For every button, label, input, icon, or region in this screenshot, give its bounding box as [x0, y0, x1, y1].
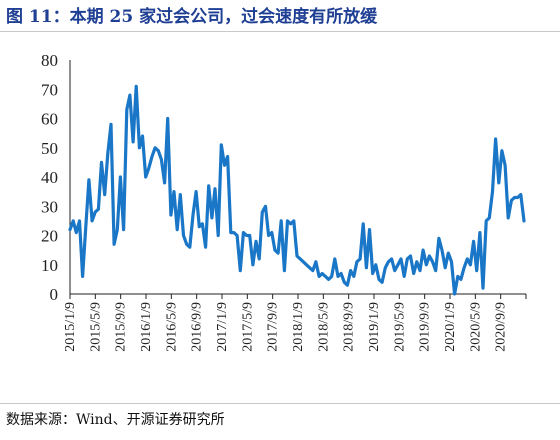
x-tick-label: 2015/9/9 — [114, 302, 129, 352]
x-tick-label: 2019/1/9 — [367, 302, 382, 352]
series-layer — [68, 84, 526, 296]
y-tick-label: 30 — [41, 197, 58, 216]
source-divider — [0, 403, 560, 404]
y-tick-label: 70 — [41, 80, 58, 99]
chart-title: 图 11：本期 25 家过会公司，过会速度有所放缓 — [6, 7, 378, 27]
x-tick-label: 2016/1/9 — [139, 302, 154, 352]
line-chart: 0 10 20 30 40 50 60 70 80 2015/1/9 2015/5/9 2015/9… — [41, 51, 527, 352]
y-tick-label: 20 — [41, 227, 58, 246]
x-tick-label: 2019/5/9 — [392, 302, 407, 352]
title-divider — [0, 31, 560, 32]
x-tick-label: 2018/1/9 — [291, 302, 306, 352]
x-tick-label: 2017/1/9 — [215, 302, 230, 352]
data-source-note: 数据来源：Wind、开源证券研究所 — [6, 412, 225, 428]
x-tick-label: 2020/1/9 — [443, 302, 458, 352]
x-tick-label: 2019/9/9 — [418, 302, 433, 352]
x-tick-label: 2020/9/9 — [494, 302, 509, 352]
y-tick-label: 60 — [41, 110, 58, 129]
x-tick-label: 2015/1/9 — [63, 302, 78, 352]
x-tick-label: 2015/5/9 — [88, 302, 103, 352]
x-tick-label: 2017/9/9 — [266, 302, 281, 352]
y-axis: 0 10 20 30 40 50 60 70 80 — [41, 51, 71, 304]
x-axis: 2015/1/9 2015/5/9 2015/9/9 2016/1/9 2016/5/9… — [63, 293, 527, 352]
x-tick-label: 2020/5/9 — [468, 302, 483, 352]
x-tick-label: 2016/5/9 — [164, 302, 179, 352]
x-tick-label: 2016/9/9 — [190, 302, 205, 352]
x-tick-label: 2018/5/9 — [316, 302, 331, 352]
y-tick-label: 0 — [50, 285, 59, 304]
x-tick-label: 2017/5/9 — [240, 302, 255, 352]
y-tick-label: 10 — [41, 256, 58, 275]
y-tick-label: 40 — [41, 168, 58, 187]
y-tick-label: 80 — [41, 51, 58, 70]
x-tick-label: 2018/9/9 — [342, 302, 357, 352]
y-tick-label: 50 — [41, 139, 58, 158]
series-line — [68, 84, 526, 296]
